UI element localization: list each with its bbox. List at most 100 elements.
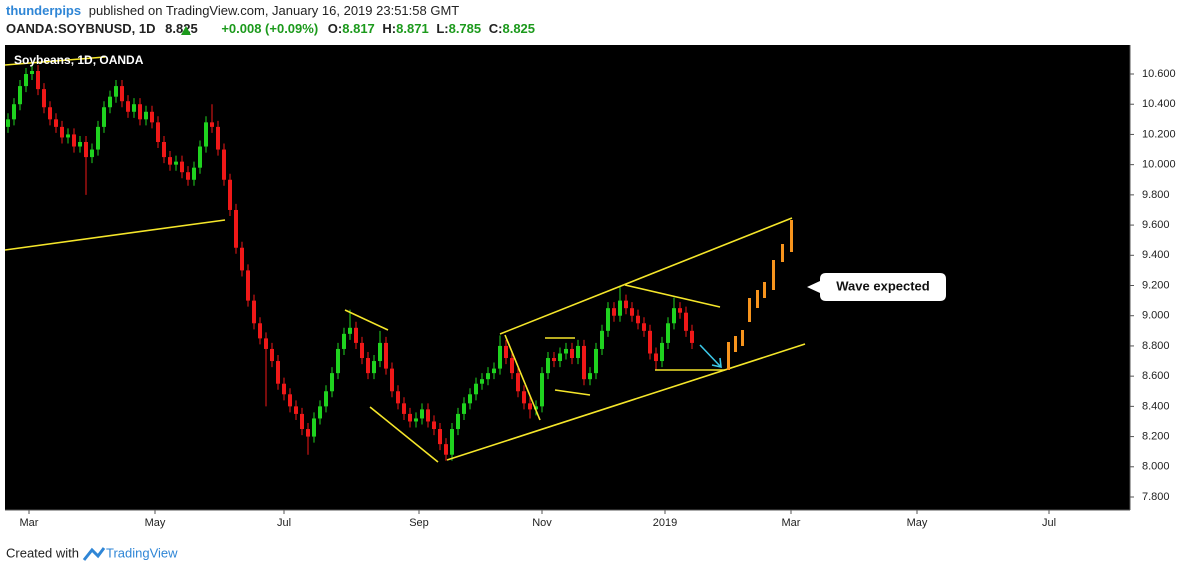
candle-body <box>276 361 280 384</box>
x-tick-label: Jul <box>277 517 291 529</box>
candle-body <box>156 122 160 142</box>
candle-body <box>216 126 220 150</box>
y-tick-label: 9.200 <box>1142 279 1170 291</box>
projected-bar <box>727 342 730 370</box>
trend-line <box>344 309 389 331</box>
quote-line: OANDA:SOYBNUSD, 1D 8.825 +0.008 (+0.09%)… <box>6 21 535 36</box>
candle-body <box>120 86 124 102</box>
trend-line <box>504 334 541 421</box>
y-tick-label: 8.400 <box>1142 400 1170 412</box>
candle-body <box>672 308 676 324</box>
close-label: C: <box>489 21 503 36</box>
candle-body <box>144 111 148 120</box>
x-tick-label: Nov <box>532 517 552 529</box>
y-tick-label: 10.600 <box>1142 68 1176 80</box>
candle-body <box>552 358 556 362</box>
candle-body <box>42 89 46 108</box>
callout-box <box>807 273 946 301</box>
legend: Soybeans, 1D, OANDA <box>14 53 144 67</box>
candle-body <box>126 101 130 112</box>
candle-body <box>252 300 256 324</box>
candle-body <box>570 348 574 359</box>
footer-created: Created with <box>6 545 79 560</box>
candle-body <box>420 409 424 419</box>
candle-body <box>396 391 400 404</box>
candle-body <box>690 330 694 343</box>
trend-line <box>624 284 721 308</box>
candle-body <box>414 418 418 422</box>
projected-bar <box>790 220 793 252</box>
candle-body <box>138 104 142 120</box>
candle-body <box>486 373 490 380</box>
trend-line <box>4 219 226 251</box>
arrow <box>699 344 721 367</box>
candle-body <box>546 358 550 374</box>
candle-body <box>282 383 286 395</box>
candle-body <box>522 391 526 404</box>
up-triangle <box>181 26 191 35</box>
y-tick-label: 10.200 <box>1142 128 1176 140</box>
candle-body <box>498 345 502 369</box>
candle-body <box>240 247 244 271</box>
candle-body <box>12 104 16 120</box>
tradingview-logo <box>82 547 106 561</box>
candle-body <box>36 70 40 90</box>
candle-body <box>228 179 232 210</box>
projected-wave <box>727 220 793 370</box>
candle-body <box>330 373 334 392</box>
candle-body <box>636 315 640 324</box>
candle-body <box>606 308 610 331</box>
candle-body <box>60 126 64 138</box>
candle-body <box>390 368 394 392</box>
candle-body <box>528 403 532 410</box>
open-value: 8.817 <box>342 21 375 36</box>
x-tick-label: May <box>907 517 928 529</box>
candle-body <box>324 391 328 407</box>
y-tick-label: 9.400 <box>1142 249 1170 261</box>
candle-body <box>270 348 274 362</box>
candle-body <box>408 413 412 422</box>
author: thunderpips <box>6 3 81 18</box>
channel-bottom <box>446 343 806 461</box>
candle-body <box>384 342 388 369</box>
candle-body <box>630 308 634 316</box>
candle-body <box>648 330 652 354</box>
candle-body <box>162 141 166 158</box>
candle-body <box>456 413 460 430</box>
logo-mark <box>82 547 106 561</box>
arrow-head <box>711 357 722 369</box>
publish-line: thunderpips published on TradingView.com… <box>6 3 459 18</box>
candle-body <box>660 342 664 362</box>
plot-background <box>5 45 1130 510</box>
candle-body <box>678 308 682 313</box>
high-value: 8.871 <box>396 21 429 36</box>
trend-line <box>554 389 591 396</box>
candle-body <box>312 418 316 437</box>
candle-body <box>372 361 376 374</box>
candle-body <box>30 70 34 75</box>
candle-body <box>666 323 670 343</box>
high-label: H: <box>382 21 396 36</box>
candle-body <box>300 413 304 430</box>
x-tick-label: 2019 <box>653 517 677 529</box>
candle-body <box>114 86 118 97</box>
open-label: O: <box>328 21 342 36</box>
candle-body <box>594 348 598 374</box>
projected-bar <box>756 290 759 308</box>
change: +0.008 (+0.09%) <box>221 21 318 36</box>
channel-top <box>499 217 793 335</box>
candle-body <box>450 429 454 455</box>
candle-body <box>504 345 508 359</box>
footer-brand[interactable]: TradingView <box>106 545 178 560</box>
candle-body <box>402 403 406 414</box>
candle-body <box>18 86 22 105</box>
candle-body <box>624 300 628 309</box>
trend-line <box>4 56 106 66</box>
candle-body <box>612 308 616 316</box>
candle-body <box>588 373 592 380</box>
projected-bar <box>748 298 751 322</box>
candle-body <box>108 96 112 108</box>
projected-bar <box>734 336 737 352</box>
x-tick-label: May <box>145 517 166 529</box>
projected-bar <box>741 330 744 346</box>
